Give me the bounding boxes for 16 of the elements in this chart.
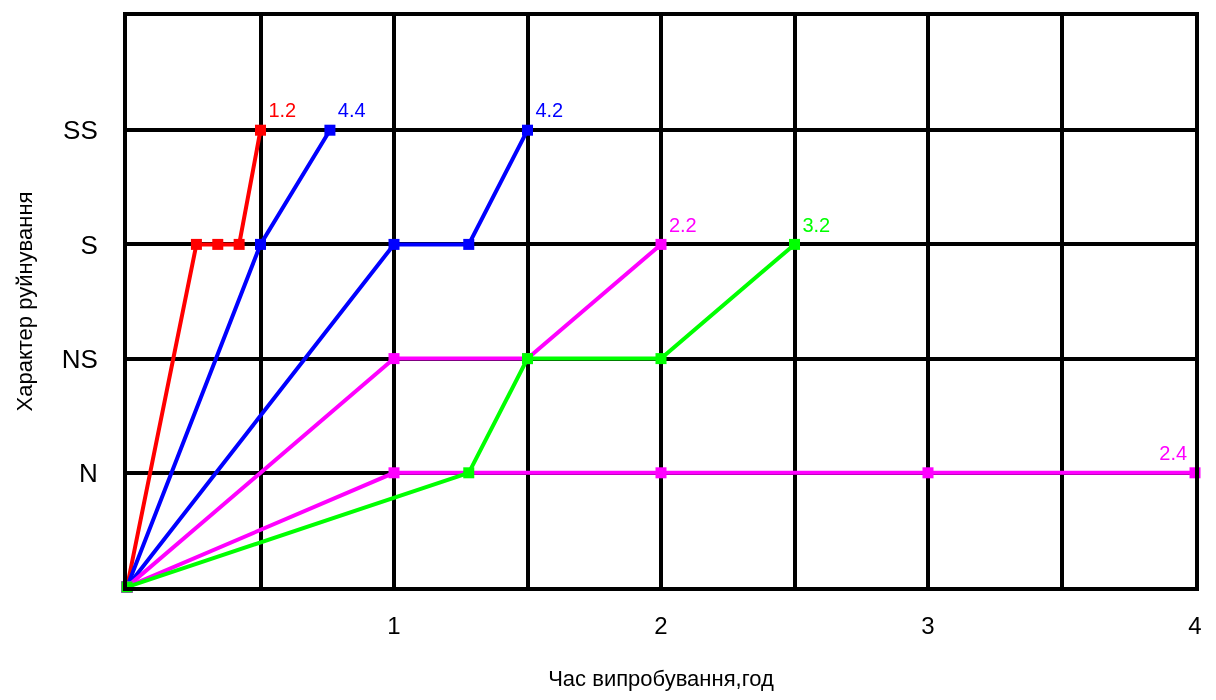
x-tick-label: 1 bbox=[387, 611, 401, 639]
category-label: N bbox=[79, 457, 98, 488]
x-tick-label: 4 bbox=[1188, 611, 1202, 639]
x-axis-title: Час випробування,год bbox=[548, 666, 774, 692]
series-label: 1.2 bbox=[268, 99, 297, 122]
category-label: S bbox=[80, 229, 98, 260]
x-tick-label: 2 bbox=[654, 611, 668, 639]
series-label: 2.2 bbox=[668, 213, 697, 236]
y-axis-title: Характер руйнування bbox=[11, 191, 37, 412]
category-label: SS bbox=[63, 115, 98, 146]
x-tick-label: 3 bbox=[921, 611, 935, 639]
series-label: 2.4 bbox=[1159, 441, 1188, 464]
series-label: 4.4 bbox=[337, 99, 366, 122]
series-label: 3.2 bbox=[802, 213, 831, 236]
category-label: NS bbox=[61, 343, 98, 374]
series-label: 4.2 bbox=[535, 99, 564, 122]
